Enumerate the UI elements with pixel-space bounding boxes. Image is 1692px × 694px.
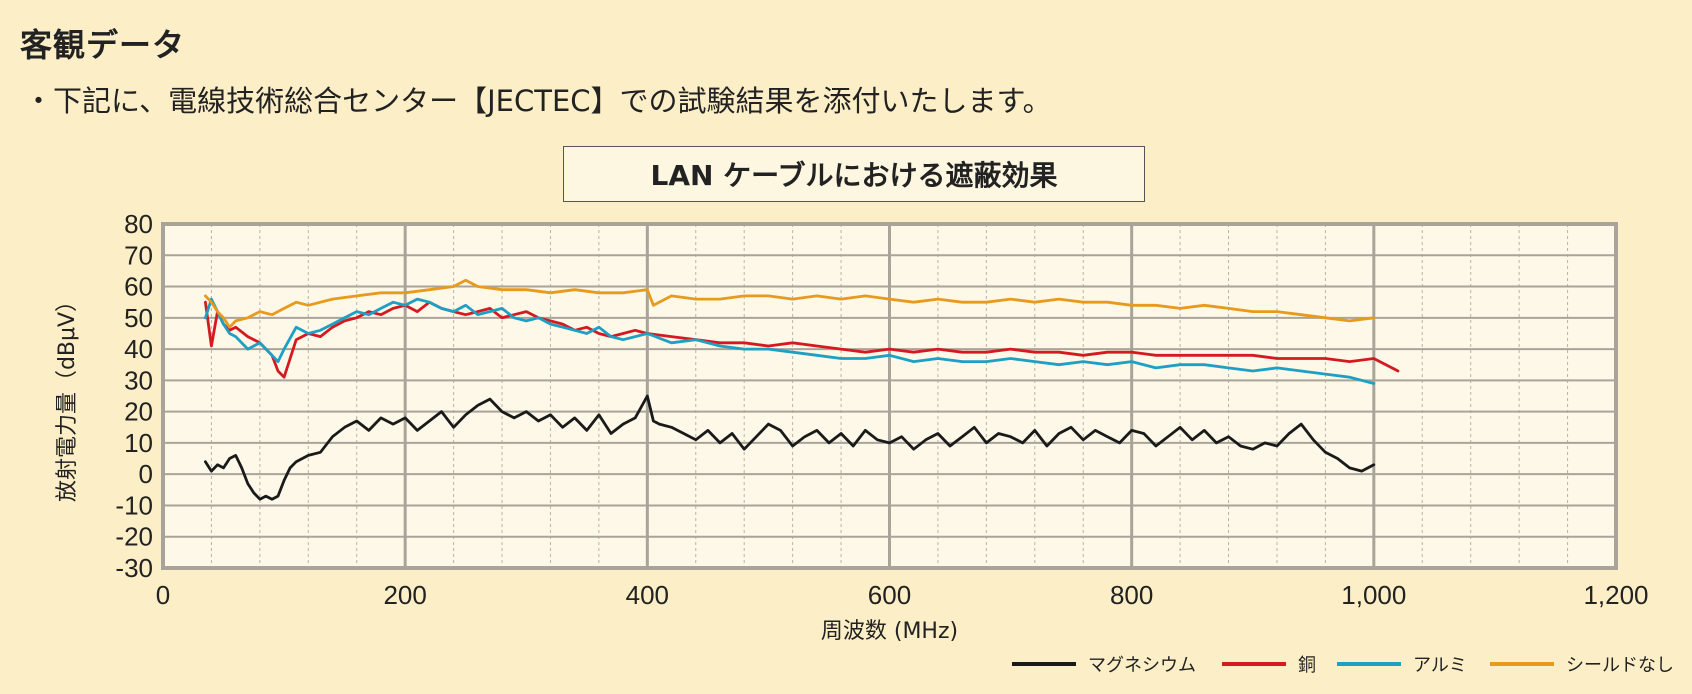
grid bbox=[161, 222, 1618, 570]
series-lines bbox=[203, 278, 1400, 501]
series-line bbox=[203, 297, 1376, 385]
y-tick-label: -30 bbox=[115, 553, 153, 583]
legend-label: マグネシウム bbox=[1088, 655, 1196, 676]
y-tick-label: -20 bbox=[115, 522, 153, 552]
legend-label: アルミ bbox=[1413, 655, 1467, 676]
y-tick-label: 40 bbox=[124, 334, 153, 364]
chart-title: LAN ケーブルにおける遮蔽効果 bbox=[563, 146, 1145, 202]
test-note: ・下記に、電線技術総合センター【JECTEC】での試験結果を添付いたします。 bbox=[24, 84, 1052, 118]
x-axis-label: 周波数 (MHz) bbox=[821, 619, 958, 644]
x-tick-label: 800 bbox=[1110, 580, 1153, 610]
y-tick-label: 20 bbox=[124, 397, 153, 427]
y-tick-label: 70 bbox=[124, 240, 153, 270]
x-tick-label: 1,200 bbox=[1583, 580, 1648, 610]
plot-border bbox=[161, 222, 1618, 570]
x-tick-label: 600 bbox=[868, 580, 911, 610]
x-tick-label: 1,000 bbox=[1341, 580, 1406, 610]
legend-label: 銅 bbox=[1298, 655, 1316, 676]
legend-label: シールドなし bbox=[1566, 655, 1674, 676]
y-tick-label: 10 bbox=[124, 428, 153, 458]
x-tick-label: 0 bbox=[156, 580, 170, 610]
y-tick-label: 80 bbox=[124, 209, 153, 239]
y-tick-label: 0 bbox=[139, 459, 153, 489]
y-tick-label: 50 bbox=[124, 303, 153, 333]
series-line bbox=[203, 394, 1376, 501]
series-line bbox=[203, 278, 1376, 329]
x-tick-label: 400 bbox=[626, 580, 669, 610]
page-heading: 客観データ bbox=[20, 26, 186, 64]
legend: シールドなし アルミ 銅 マグネシウム bbox=[1012, 655, 1674, 676]
x-tick-label: 200 bbox=[383, 580, 426, 610]
y-tick-label: 60 bbox=[124, 272, 153, 302]
y-tick-label: 30 bbox=[124, 365, 153, 395]
y-tick-label: -10 bbox=[115, 490, 153, 520]
y-axis-label: 放射電力量（dBμV） bbox=[55, 290, 80, 502]
